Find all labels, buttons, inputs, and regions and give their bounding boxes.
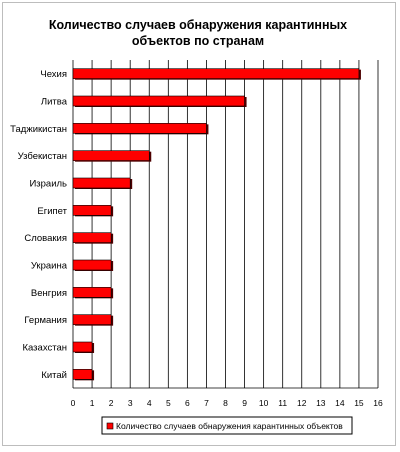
category-label: Узбекистан: [18, 151, 67, 162]
category-label: Египет: [37, 206, 67, 217]
x-tick-label: 6: [185, 398, 190, 408]
x-tick-label: 12: [297, 398, 307, 408]
x-tick-label: 8: [223, 398, 228, 408]
category-label: Таджикистан: [10, 124, 67, 135]
x-tick-label: 15: [354, 398, 364, 408]
bars: [72, 68, 361, 381]
x-tick-label: 16: [373, 398, 383, 408]
bar: [72, 95, 245, 107]
legend-swatch: [106, 422, 114, 430]
bar: [72, 123, 207, 134]
category-label: Казахстан: [22, 343, 67, 354]
legend-box: [101, 416, 353, 435]
grid-lines: [72, 60, 379, 389]
x-tick-label: 3: [128, 398, 133, 408]
category-label: Китай: [41, 370, 67, 381]
x-tick-labels: 0 1 2 3 4 5 6 7 8 9 10 11 12 13 14 15 16: [71, 398, 383, 408]
x-tick-label: 4: [147, 398, 152, 408]
x-tick-label: 2: [109, 398, 114, 408]
x-tick-label: 11: [278, 398, 287, 408]
x-tick-label: 10: [259, 398, 269, 408]
x-tick-label: 0: [71, 398, 76, 408]
chart-title-line-2: объектов по странам: [132, 34, 264, 48]
category-label: Израиль: [29, 179, 67, 190]
x-tick-label: 13: [316, 398, 326, 408]
category-label: Венгрия: [31, 288, 67, 299]
category-labels: Чехия Литва Таджикистан Узбекистан Израиль Ег…: [10, 69, 68, 381]
x-tick-label: 9: [242, 398, 247, 408]
bar: [72, 341, 93, 353]
x-tick-label: 7: [204, 398, 209, 408]
category-label: Украина: [31, 261, 68, 272]
legend-label: Количество случаев обнаружения карантинн…: [116, 421, 343, 431]
bar: [72, 369, 93, 380]
bar-chart: Количество случаев обнаружения карантинн…: [10, 18, 383, 435]
bar: [72, 314, 112, 325]
category-label: Литва: [41, 97, 68, 108]
x-tick-label: 1: [90, 398, 95, 408]
category-label: Чехия: [40, 69, 67, 80]
bar: [72, 68, 360, 79]
bar: [72, 177, 131, 189]
bar: [72, 205, 112, 216]
category-label: Германия: [24, 315, 67, 326]
category-label: Словакия: [24, 233, 67, 244]
chart-frame: Количество случаев обнаружения карантинн…: [2, 2, 396, 446]
legend: Количество случаев обнаружения карантинн…: [101, 416, 353, 435]
bar: [72, 232, 112, 243]
bar: [72, 259, 112, 271]
x-tick-label: 5: [166, 398, 171, 408]
bar: [72, 150, 150, 161]
chart-title: Количество случаев обнаружения карантинн…: [49, 18, 347, 48]
bar: [72, 287, 112, 298]
x-tick-label: 14: [335, 398, 345, 408]
chart-title-line-1: Количество случаев обнаружения карантинн…: [49, 18, 347, 32]
